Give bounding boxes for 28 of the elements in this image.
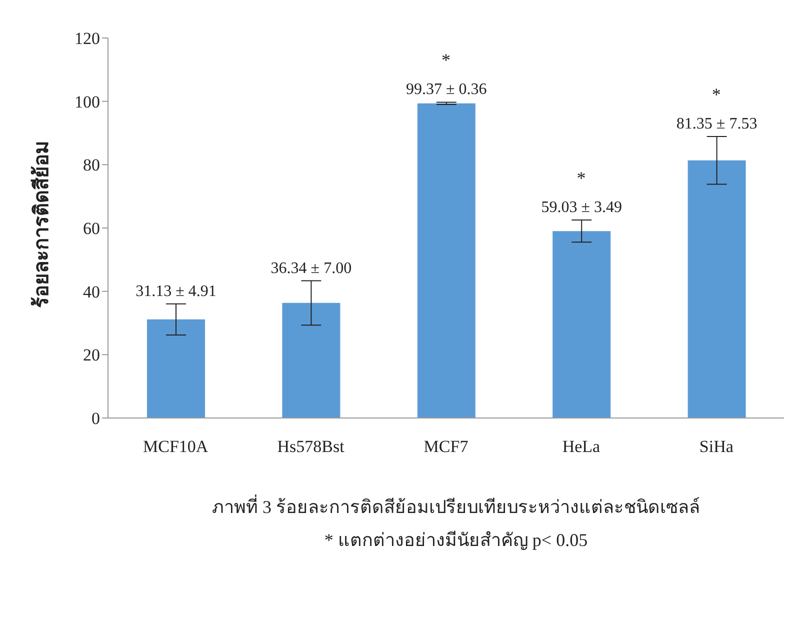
x-tick-label: MCF7	[424, 437, 469, 456]
data-label: 81.35 ± 7.53	[676, 116, 758, 133]
y-tick-label: 60	[83, 219, 100, 238]
y-tick-label: 20	[83, 346, 100, 365]
bar	[282, 302, 340, 418]
x-tick-label: SiHa	[699, 437, 734, 456]
x-tick-label: Hs578Bst	[277, 437, 345, 456]
bar	[147, 319, 205, 418]
x-tick-label: MCF10A	[143, 437, 209, 456]
text: ภาพที่ 3 ร้อยละการติดสีย้อมเปรียบเทียบระหว่างแต่ละชนิดเซลล์	[211, 494, 701, 519]
text: * แตกต่างอย่างมีนัยสำคัญ p< 0.05	[323, 529, 589, 552]
data-label: 59.03 ± 3.49	[541, 199, 622, 216]
bar	[552, 231, 611, 418]
y-axis-title: ร้อยละการติดสีย้อม	[30, 141, 54, 308]
x-tick-label: HeLa	[562, 437, 601, 456]
bar	[417, 103, 476, 418]
y-tick-label: 80	[83, 156, 100, 175]
annotation: *	[576, 168, 586, 188]
annotation: *	[442, 50, 450, 70]
y-tick-label: 100	[74, 92, 100, 112]
y-tick-label: 0	[92, 409, 100, 428]
y-tick-label: 120	[74, 29, 100, 48]
data-label: 31.13 ± 4.91	[136, 282, 216, 300]
data-label: 99.37 ± 0.36	[406, 81, 487, 98]
data-label: 36.34 ± 7.00	[270, 260, 352, 277]
y-tick-label: 40	[83, 282, 100, 302]
bar	[688, 160, 746, 418]
annotation: *	[712, 84, 721, 105]
